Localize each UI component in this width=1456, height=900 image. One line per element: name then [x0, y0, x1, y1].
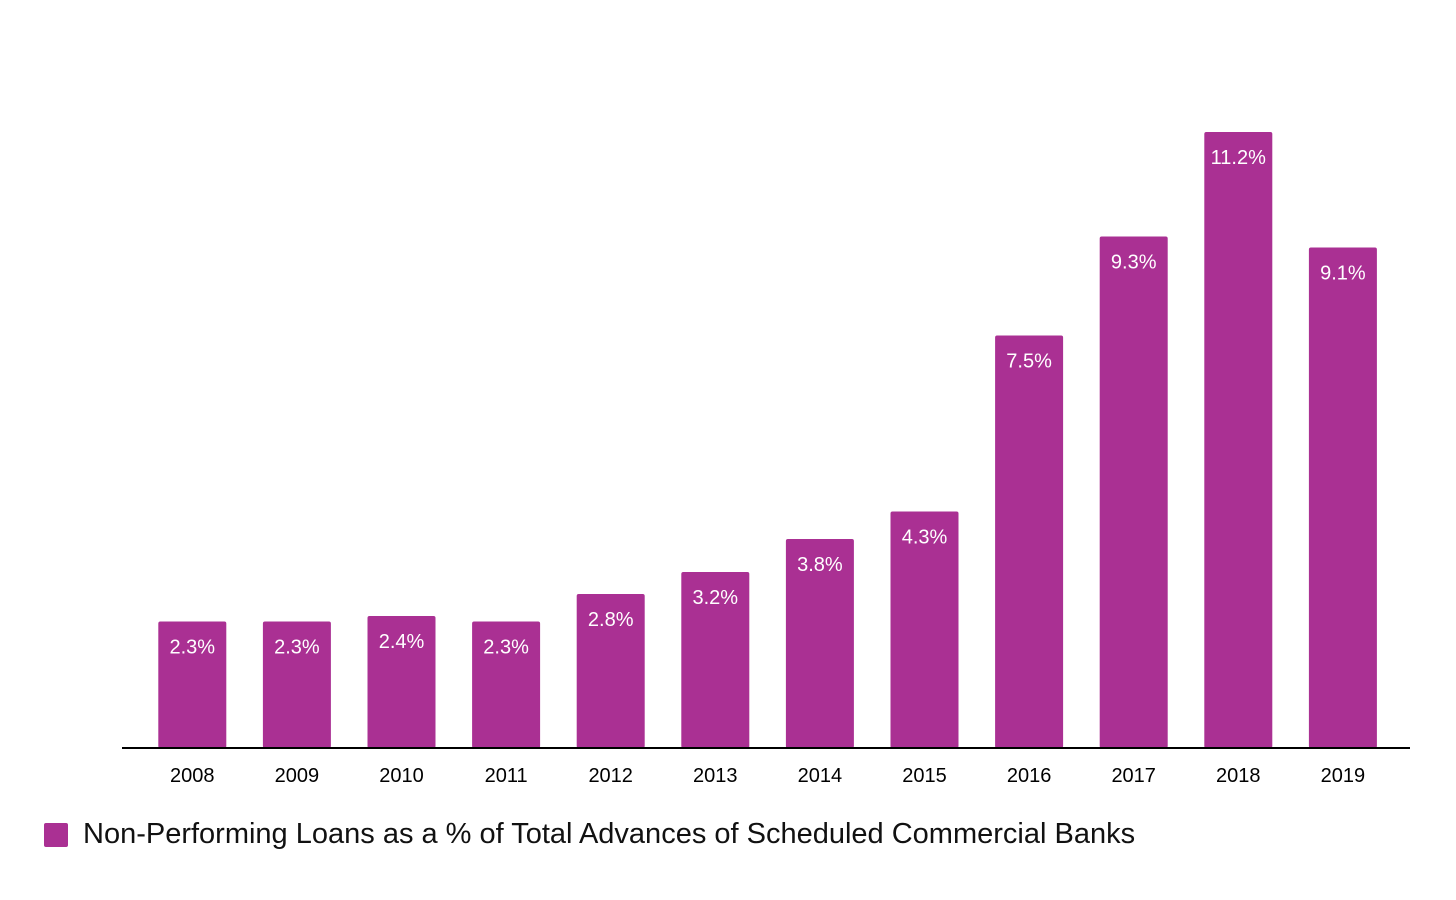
data-label-2009: 2.3%	[274, 637, 320, 659]
bar-2017	[1099, 236, 1168, 748]
x-tick-label-2017: 2017	[1111, 765, 1156, 787]
bar-2019	[1308, 247, 1377, 748]
x-tick-label-2016: 2016	[1007, 765, 1052, 787]
data-label-2019: 9.1%	[1320, 263, 1366, 285]
data-label-2011: 2.3%	[483, 637, 529, 659]
x-tick-label-2013: 2013	[693, 765, 738, 787]
x-tick-label-2012: 2012	[588, 765, 633, 787]
bar-2010	[367, 616, 436, 748]
data-label-2010: 2.4%	[379, 631, 425, 653]
bar-2013	[681, 572, 750, 748]
x-tick-label-2015: 2015	[902, 765, 947, 787]
data-label-2012: 2.8%	[588, 609, 634, 631]
data-label-2015: 4.3%	[902, 527, 948, 549]
bar-2016	[995, 335, 1064, 748]
bars-layer	[158, 132, 1377, 748]
data-label-2018: 11.2%	[1211, 147, 1266, 169]
bar-2009	[262, 621, 331, 748]
bar-2011	[472, 621, 541, 748]
bar-2012	[576, 594, 645, 748]
x-tick-label-2019: 2019	[1321, 765, 1366, 787]
data-label-2017: 9.3%	[1111, 252, 1157, 274]
data-label-2014: 3.8%	[797, 554, 843, 576]
x-tick-label-2011: 2011	[485, 765, 528, 787]
data-label-2008: 2.3%	[170, 637, 216, 659]
x-tick-label-2008: 2008	[170, 765, 215, 787]
legend-swatch	[44, 822, 68, 847]
legend: Non-Performing Loans as a % of Total Adv…	[44, 818, 1135, 851]
bar-2008	[158, 621, 227, 748]
x-tick-label-2010: 2010	[379, 765, 424, 787]
bar-2018	[1204, 132, 1273, 748]
x-tick-label-2009: 2009	[275, 765, 320, 787]
data-labels-layer: 2.3% 2.3% 2.4% 2.3% 2.8% 3.2% 3.8% 4.3% 7.5% 9.3%…	[170, 147, 1366, 659]
x-tick-labels-layer: 2008 2009 2010 2011 2012 2013 2014 2015 2016 2017…	[170, 765, 1365, 787]
data-label-2013: 3.2%	[693, 587, 739, 609]
bar-2014	[785, 539, 854, 748]
bar-2015	[890, 511, 959, 748]
x-tick-label-2014: 2014	[798, 765, 843, 787]
data-label-2016: 7.5%	[1006, 351, 1052, 373]
legend-label: Non-Performing Loans as a % of Total Adv…	[83, 818, 1136, 850]
x-tick-label-2018: 2018	[1216, 765, 1261, 787]
